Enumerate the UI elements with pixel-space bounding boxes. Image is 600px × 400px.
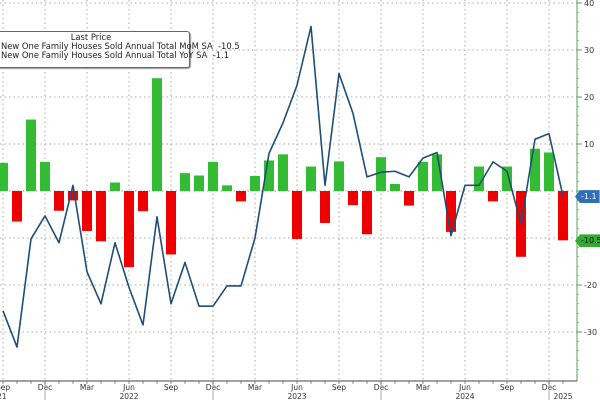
x-year-label: 2021 bbox=[0, 392, 7, 400]
legend-entry-mom-value: -10.5 bbox=[218, 41, 240, 51]
y-tick-label: -30 bbox=[584, 328, 597, 337]
bar bbox=[26, 119, 36, 191]
bar bbox=[124, 191, 134, 268]
bar bbox=[390, 183, 400, 191]
x-tick-label: Sep bbox=[0, 383, 10, 392]
bar bbox=[110, 182, 120, 191]
x-year-label: 2024 bbox=[455, 392, 474, 400]
legend-entry-yoy: New One Family Houses Sold Annual Total … bbox=[0, 51, 229, 60]
bar bbox=[194, 175, 204, 191]
yoy-line bbox=[2, 25, 564, 348]
x-tick-label: Jun bbox=[458, 383, 471, 392]
bar bbox=[152, 78, 162, 191]
bar bbox=[362, 191, 372, 235]
bar bbox=[12, 191, 22, 222]
bar bbox=[320, 191, 330, 223]
x-tick-label: Mar bbox=[80, 383, 95, 392]
x-tick-label: Jun bbox=[290, 383, 303, 392]
bar bbox=[68, 191, 78, 201]
y-axis-ticks: 40 30 20 10 -20 -30 bbox=[577, 0, 597, 370]
bar bbox=[544, 152, 554, 191]
bar bbox=[264, 160, 274, 191]
bar bbox=[222, 185, 232, 191]
x-year-label: 2022 bbox=[119, 392, 138, 400]
bar bbox=[96, 191, 106, 242]
legend-title: Last Price bbox=[70, 32, 112, 42]
bar bbox=[0, 162, 8, 191]
bar bbox=[376, 157, 386, 191]
x-tick-label: Sep bbox=[332, 383, 346, 392]
y-tick-label: 20 bbox=[584, 93, 594, 102]
bar bbox=[432, 154, 442, 191]
legend-entry-yoy-name: New One Family Houses Sold Annual Total … bbox=[1, 50, 208, 60]
bar bbox=[404, 191, 414, 206]
bar bbox=[82, 191, 92, 231]
bar bbox=[250, 175, 260, 191]
bar bbox=[334, 161, 344, 191]
bar bbox=[474, 166, 484, 191]
bar bbox=[348, 191, 358, 206]
legend-entry-mom: New One Family Houses Sold Annual Total … bbox=[0, 42, 240, 51]
bar bbox=[40, 161, 50, 191]
x-tick-label: Sep bbox=[500, 383, 514, 392]
x-year-label: 2025 bbox=[553, 392, 572, 400]
bar bbox=[306, 166, 316, 191]
bar bbox=[278, 154, 288, 191]
bar bbox=[558, 191, 568, 241]
bar bbox=[166, 191, 176, 255]
legend-entry-mom-name: New One Family Houses Sold Annual Total … bbox=[1, 41, 213, 51]
bar bbox=[54, 191, 64, 211]
y-tick-label: 10 bbox=[584, 140, 594, 149]
bar bbox=[138, 191, 148, 212]
bar bbox=[530, 148, 540, 191]
bar bbox=[418, 161, 428, 191]
x-tick-label: Jun bbox=[122, 383, 135, 392]
bar bbox=[180, 173, 190, 191]
bar bbox=[502, 166, 512, 191]
mom-bars bbox=[0, 78, 568, 268]
bar bbox=[236, 191, 246, 202]
horizontal-gridlines bbox=[0, 2, 577, 333]
bar bbox=[208, 161, 218, 191]
last-value-tag-yoy: -1.1 bbox=[575, 190, 600, 204]
y-tick-label: 40 bbox=[584, 0, 594, 8]
bar bbox=[292, 191, 302, 239]
x-axis-ticks: Sep2021DecMarJun2022SepDecMarJun2023SepD… bbox=[0, 381, 573, 400]
y-tick-label: -20 bbox=[584, 281, 597, 290]
x-tick-label: Mar bbox=[416, 383, 431, 392]
x-tick-label: Sep bbox=[164, 383, 178, 392]
x-year-label: 2023 bbox=[287, 392, 306, 400]
y-tick-label: 30 bbox=[584, 46, 594, 55]
legend-entry-yoy-value: -1.1 bbox=[212, 50, 230, 60]
legend-box: Last Price New One Family Houses Sold An… bbox=[0, 31, 240, 68]
x-tick-label: Mar bbox=[248, 383, 263, 392]
bar bbox=[446, 191, 456, 232]
bar bbox=[488, 191, 498, 202]
last-value-tag-mom: -10.5 bbox=[575, 234, 600, 248]
